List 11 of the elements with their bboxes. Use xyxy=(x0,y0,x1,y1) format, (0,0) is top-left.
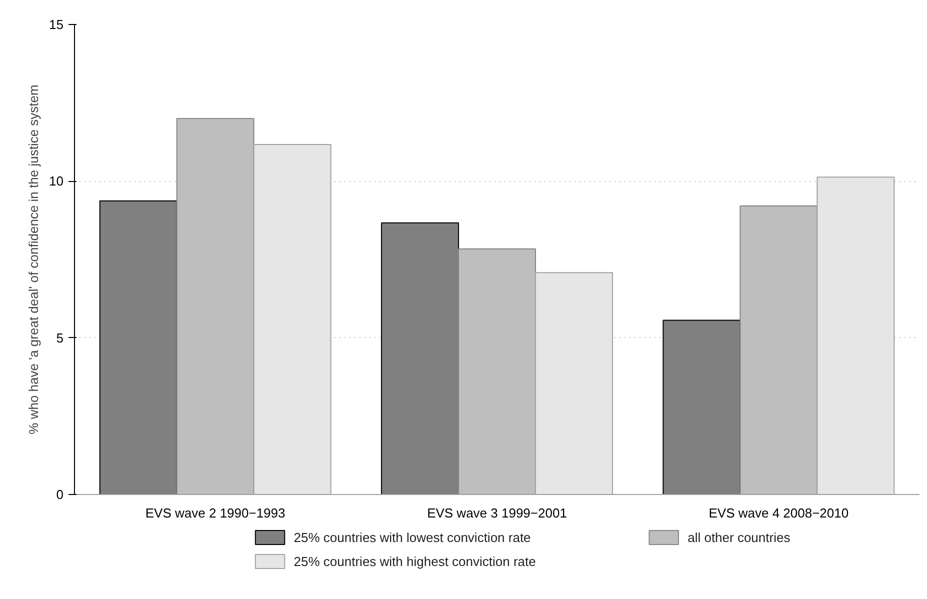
y-axis-title: % who have 'a great deal' of confidence in the justice system xyxy=(26,84,42,434)
legend-label: all other countries xyxy=(688,530,791,545)
y-tick-label: 10 xyxy=(49,174,64,189)
legend-label: 25% countries with highest conviction rate xyxy=(294,554,536,569)
y-tick-label: 5 xyxy=(56,330,64,346)
legend-label: 25% countries with lowest conviction rate xyxy=(294,530,531,545)
y-tick-label: 0 xyxy=(56,487,64,502)
x-tick-label: EVS wave 4 2008−2010 xyxy=(708,506,849,520)
y-tick-label: 15 xyxy=(49,17,64,32)
x-tick-label: EVS wave 3 1999−2001 xyxy=(427,506,567,520)
x-tick-label: EVS wave 2 1990−1993 xyxy=(145,506,286,520)
